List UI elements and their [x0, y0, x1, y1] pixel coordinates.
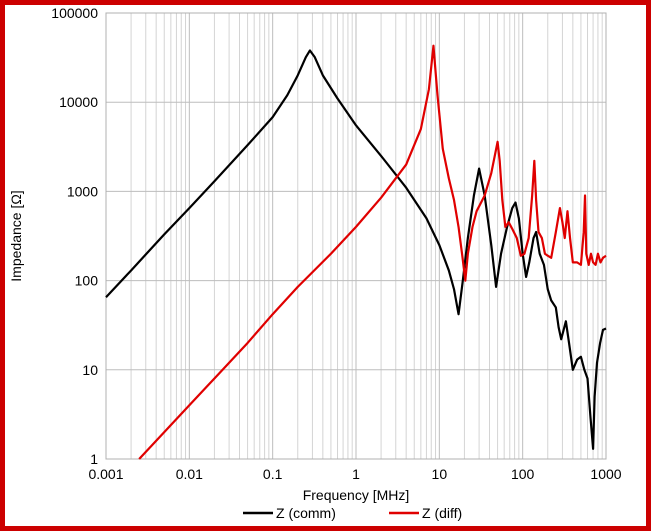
x-tick-label: 0.01 [176, 466, 203, 482]
legend: Z (comm) Z (diff) [243, 505, 462, 521]
y-tick-label: 1 [90, 451, 98, 467]
y-tick-label: 10 [82, 362, 98, 378]
x-tick-label: 1 [352, 466, 360, 482]
series-line-z-comm [105, 49, 607, 450]
plot-area-border [105, 12, 607, 460]
y-tick-label: 100000 [51, 5, 98, 21]
x-tick-label: 0.1 [263, 466, 283, 482]
grid-lines [105, 12, 606, 460]
x-tick-label: 10 [432, 466, 448, 482]
x-axis-title: Frequency [MHz] [303, 487, 410, 503]
x-tick-labels: 0.001 0.01 0.1 1 10 100 1000 [88, 466, 621, 482]
y-axis-title: Impedance [Ω] [8, 190, 24, 281]
y-tick-labels: 1 10 100 1000 10000 100000 [51, 5, 98, 467]
y-tick-label: 100 [75, 273, 99, 289]
legend-label-comm: Z (comm) [276, 505, 336, 521]
x-tick-label: 0.001 [88, 466, 123, 482]
legend-label-diff: Z (diff) [422, 505, 462, 521]
y-tick-label: 1000 [67, 183, 98, 199]
y-tick-label: 10000 [59, 94, 98, 110]
x-tick-label: 100 [511, 466, 535, 482]
series-lines [105, 44, 607, 460]
series-line-z-diff [138, 44, 607, 460]
x-tick-label: 1000 [590, 466, 621, 482]
impedance-chart: 1 10 100 1000 10000 100000 0.001 0.01 0.1 1 10 100… [8, 5, 622, 521]
